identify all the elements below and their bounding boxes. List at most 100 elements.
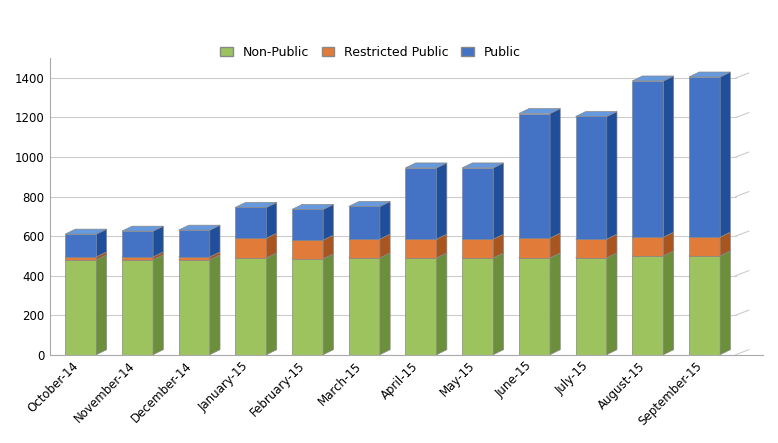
Polygon shape [576, 239, 607, 258]
Polygon shape [122, 255, 163, 260]
Polygon shape [462, 258, 493, 355]
Polygon shape [576, 234, 617, 239]
Polygon shape [65, 252, 107, 257]
Polygon shape [519, 258, 550, 355]
Polygon shape [519, 238, 550, 258]
Polygon shape [235, 238, 267, 258]
Polygon shape [292, 235, 334, 240]
Polygon shape [235, 233, 277, 238]
Polygon shape [65, 229, 107, 234]
Polygon shape [292, 259, 323, 355]
Polygon shape [210, 225, 220, 257]
Legend: Non-Public, Restricted Public, Public: Non-Public, Restricted Public, Public [216, 41, 526, 64]
Polygon shape [65, 257, 96, 260]
Polygon shape [179, 225, 220, 230]
Polygon shape [349, 239, 380, 258]
Polygon shape [267, 233, 277, 258]
Polygon shape [720, 72, 731, 237]
Polygon shape [65, 260, 96, 355]
Polygon shape [292, 210, 323, 240]
Polygon shape [235, 253, 277, 258]
Polygon shape [122, 252, 163, 257]
Polygon shape [493, 163, 503, 239]
Polygon shape [689, 232, 731, 237]
Polygon shape [689, 72, 731, 77]
Polygon shape [235, 202, 277, 207]
Polygon shape [664, 76, 674, 237]
Polygon shape [633, 76, 674, 81]
Polygon shape [462, 234, 503, 239]
Polygon shape [633, 251, 674, 256]
Polygon shape [267, 253, 277, 355]
Polygon shape [405, 234, 447, 239]
Polygon shape [689, 256, 720, 355]
Polygon shape [550, 233, 560, 258]
Polygon shape [493, 234, 503, 258]
Polygon shape [664, 251, 674, 355]
Polygon shape [633, 237, 664, 256]
Polygon shape [380, 234, 390, 258]
Polygon shape [179, 230, 210, 257]
Polygon shape [607, 112, 617, 239]
Polygon shape [323, 235, 334, 259]
Polygon shape [153, 252, 163, 260]
Polygon shape [576, 253, 617, 258]
Polygon shape [122, 226, 163, 231]
Polygon shape [235, 258, 267, 355]
Polygon shape [292, 204, 334, 210]
Polygon shape [349, 202, 390, 206]
Polygon shape [405, 253, 447, 258]
Polygon shape [607, 234, 617, 258]
Polygon shape [519, 253, 560, 258]
Polygon shape [210, 255, 220, 355]
Polygon shape [380, 202, 390, 239]
Polygon shape [633, 256, 664, 355]
Polygon shape [550, 253, 560, 355]
Polygon shape [633, 81, 664, 237]
Polygon shape [235, 207, 267, 238]
Polygon shape [122, 260, 153, 355]
Polygon shape [576, 258, 607, 355]
Polygon shape [349, 206, 380, 239]
Polygon shape [664, 232, 674, 256]
Polygon shape [405, 163, 447, 168]
Polygon shape [179, 257, 210, 260]
Polygon shape [179, 260, 210, 355]
Polygon shape [720, 232, 731, 256]
Polygon shape [436, 234, 447, 258]
Polygon shape [405, 258, 436, 355]
Polygon shape [153, 226, 163, 257]
Polygon shape [405, 239, 436, 258]
Polygon shape [179, 252, 220, 257]
Polygon shape [323, 254, 334, 355]
Polygon shape [462, 253, 503, 258]
Polygon shape [720, 251, 731, 355]
Polygon shape [436, 253, 447, 355]
Polygon shape [96, 255, 107, 355]
Polygon shape [633, 232, 674, 237]
Polygon shape [65, 255, 107, 260]
Polygon shape [436, 163, 447, 239]
Polygon shape [323, 204, 334, 240]
Polygon shape [493, 253, 503, 355]
Polygon shape [689, 237, 720, 256]
Polygon shape [607, 253, 617, 355]
Polygon shape [380, 253, 390, 355]
Polygon shape [405, 168, 436, 239]
Polygon shape [519, 233, 560, 238]
Polygon shape [462, 168, 493, 239]
Polygon shape [267, 202, 277, 238]
Polygon shape [153, 255, 163, 355]
Polygon shape [462, 239, 493, 258]
Polygon shape [519, 109, 560, 113]
Polygon shape [292, 240, 323, 259]
Polygon shape [65, 234, 96, 257]
Polygon shape [179, 255, 220, 260]
Polygon shape [689, 77, 720, 237]
Polygon shape [349, 234, 390, 239]
Polygon shape [122, 231, 153, 257]
Polygon shape [349, 253, 390, 258]
Polygon shape [462, 163, 503, 168]
Polygon shape [96, 229, 107, 257]
Polygon shape [210, 252, 220, 260]
